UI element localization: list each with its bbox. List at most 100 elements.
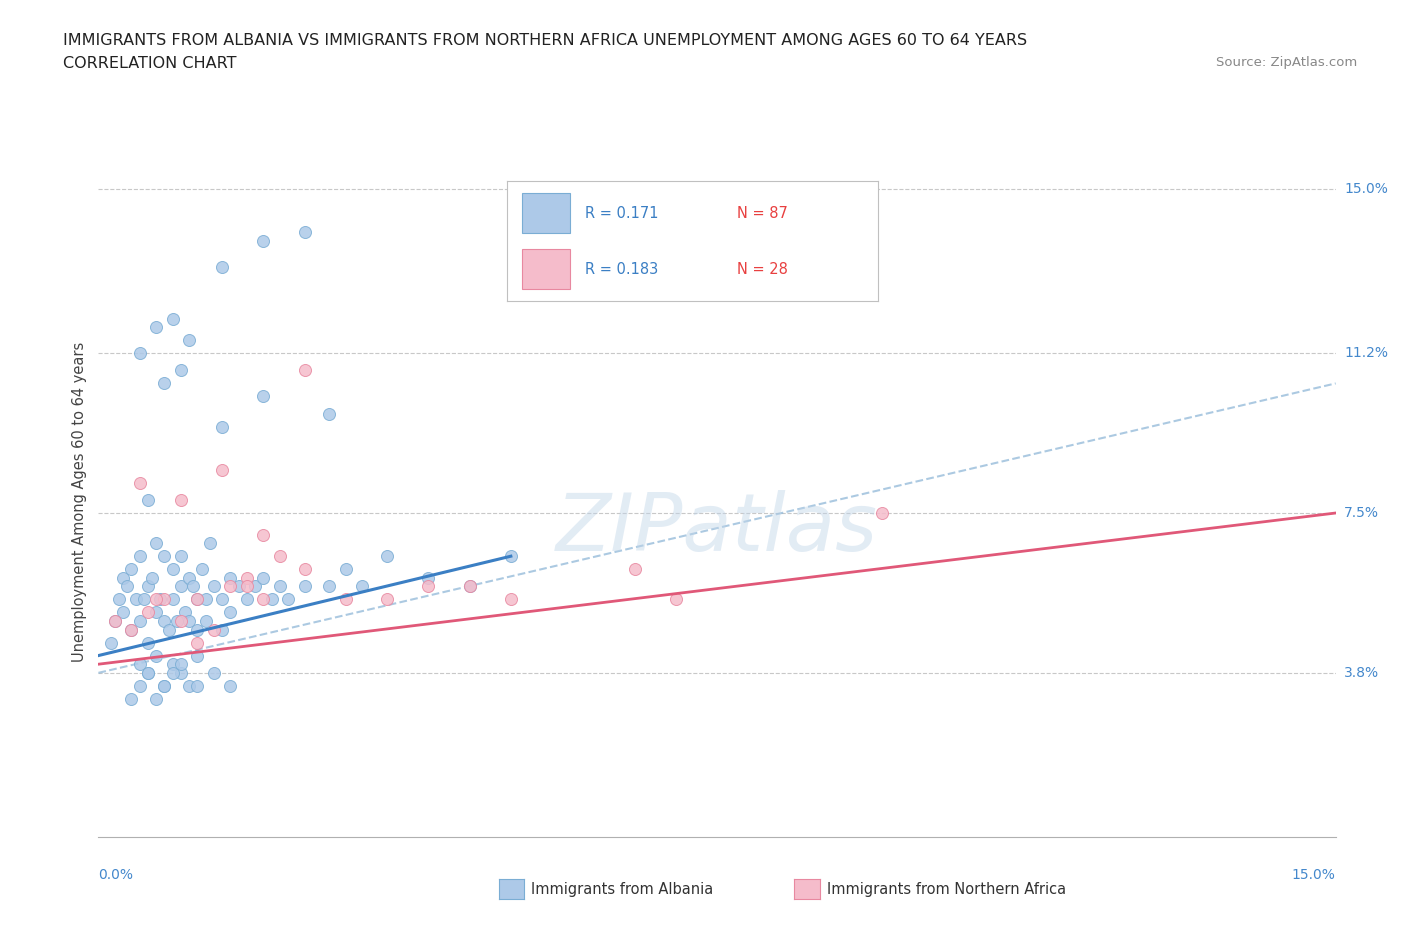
- Point: [174, 604, 197, 619]
- Point: [194, 614, 217, 629]
- Point: [145, 604, 167, 619]
- Point: [112, 570, 135, 585]
- Point: [318, 579, 340, 594]
- Point: [170, 363, 193, 378]
- Point: [128, 549, 150, 564]
- Point: [162, 657, 184, 671]
- Point: [186, 592, 208, 607]
- Text: Immigrants from Albania: Immigrants from Albania: [531, 882, 714, 897]
- Point: [186, 622, 208, 637]
- Point: [211, 592, 233, 607]
- Point: [145, 536, 167, 551]
- Text: Immigrants from Northern Africa: Immigrants from Northern Africa: [827, 882, 1066, 897]
- Point: [294, 562, 316, 577]
- Point: [418, 570, 440, 585]
- Point: [108, 592, 131, 607]
- Point: [136, 635, 159, 650]
- Point: [318, 406, 340, 421]
- Point: [236, 592, 259, 607]
- Point: [228, 579, 250, 594]
- Point: [179, 678, 201, 693]
- Point: [104, 614, 127, 629]
- Point: [153, 678, 176, 693]
- Point: [153, 376, 176, 391]
- Y-axis label: Unemployment Among Ages 60 to 64 years: Unemployment Among Ages 60 to 64 years: [72, 342, 87, 662]
- Point: [136, 604, 159, 619]
- Point: [219, 678, 242, 693]
- Point: [870, 506, 893, 521]
- Text: 3.8%: 3.8%: [1344, 666, 1379, 680]
- Point: [170, 665, 193, 680]
- Point: [202, 665, 225, 680]
- Text: ZIPatlas: ZIPatlas: [555, 490, 879, 568]
- Text: 0.0%: 0.0%: [98, 868, 134, 882]
- Point: [186, 678, 208, 693]
- Point: [100, 635, 122, 650]
- Point: [252, 389, 274, 404]
- Point: [294, 363, 316, 378]
- Point: [153, 592, 176, 607]
- Point: [252, 570, 274, 585]
- Point: [124, 592, 146, 607]
- Point: [236, 579, 259, 594]
- Point: [153, 614, 176, 629]
- Point: [136, 579, 159, 594]
- Point: [136, 493, 159, 508]
- Text: 11.2%: 11.2%: [1344, 346, 1388, 360]
- Point: [128, 678, 150, 693]
- Point: [294, 579, 316, 594]
- Point: [219, 604, 242, 619]
- Point: [120, 622, 142, 637]
- Point: [194, 592, 217, 607]
- Point: [132, 592, 155, 607]
- Point: [186, 648, 208, 663]
- Point: [211, 462, 233, 477]
- Point: [202, 579, 225, 594]
- Point: [243, 579, 266, 594]
- Point: [145, 592, 167, 607]
- Point: [117, 579, 139, 594]
- Point: [186, 635, 208, 650]
- Point: [198, 536, 221, 551]
- Point: [157, 622, 180, 637]
- Point: [352, 579, 374, 594]
- Point: [170, 493, 193, 508]
- Point: [211, 419, 233, 434]
- Point: [211, 259, 233, 274]
- Point: [153, 549, 176, 564]
- Point: [375, 549, 398, 564]
- Point: [181, 579, 204, 594]
- Point: [179, 570, 201, 585]
- Point: [120, 691, 142, 706]
- Point: [211, 622, 233, 637]
- Point: [120, 622, 142, 637]
- Point: [128, 475, 150, 490]
- Point: [499, 592, 522, 607]
- Text: 15.0%: 15.0%: [1292, 868, 1336, 882]
- Point: [128, 614, 150, 629]
- Point: [145, 648, 167, 663]
- Text: Source: ZipAtlas.com: Source: ZipAtlas.com: [1216, 56, 1357, 69]
- Point: [149, 592, 172, 607]
- Point: [335, 562, 357, 577]
- Point: [252, 233, 274, 248]
- Point: [162, 312, 184, 326]
- Point: [219, 579, 242, 594]
- Point: [665, 592, 688, 607]
- Point: [136, 665, 159, 680]
- Point: [219, 570, 242, 585]
- Point: [499, 549, 522, 564]
- Point: [252, 592, 274, 607]
- Point: [136, 665, 159, 680]
- Point: [252, 527, 274, 542]
- Point: [145, 691, 167, 706]
- Point: [128, 346, 150, 361]
- Point: [269, 579, 291, 594]
- Point: [458, 579, 481, 594]
- Point: [162, 665, 184, 680]
- Text: 15.0%: 15.0%: [1344, 182, 1388, 196]
- Point: [458, 579, 481, 594]
- Point: [170, 549, 193, 564]
- Text: CORRELATION CHART: CORRELATION CHART: [63, 56, 236, 71]
- Text: IMMIGRANTS FROM ALBANIA VS IMMIGRANTS FROM NORTHERN AFRICA UNEMPLOYMENT AMONG AG: IMMIGRANTS FROM ALBANIA VS IMMIGRANTS FR…: [63, 33, 1028, 47]
